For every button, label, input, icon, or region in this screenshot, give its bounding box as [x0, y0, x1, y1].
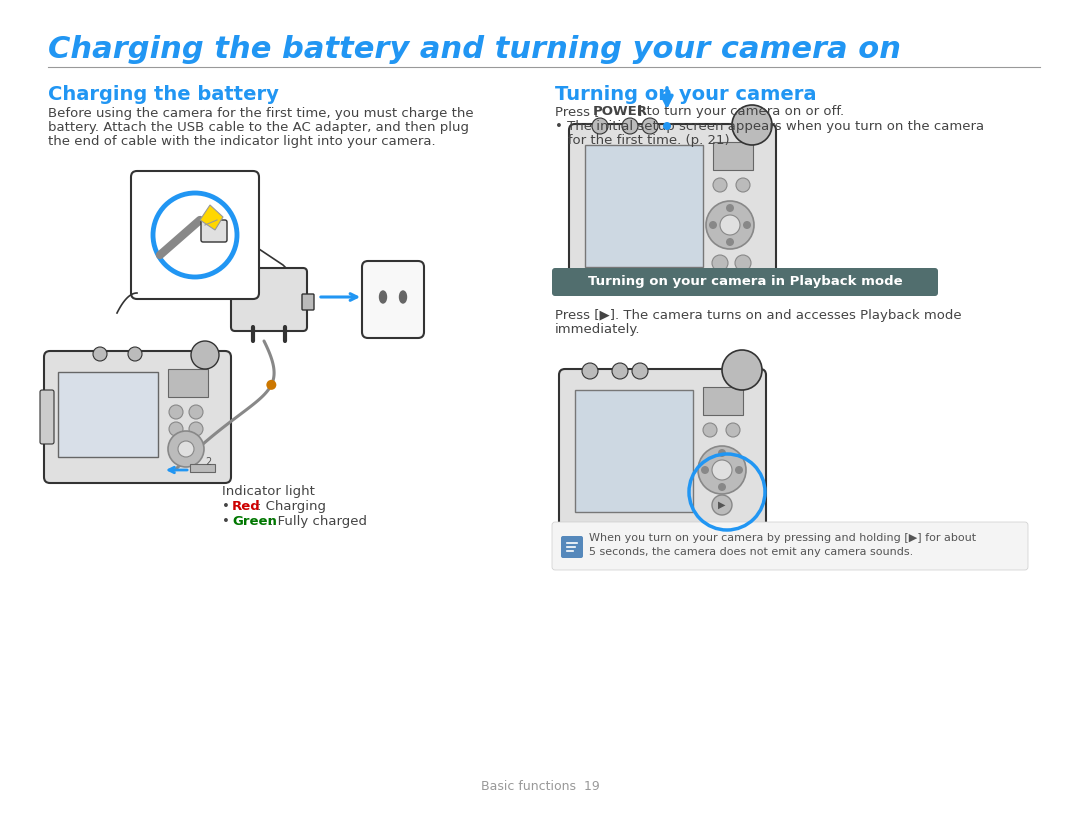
Text: Basic functions  19: Basic functions 19: [481, 781, 599, 794]
Text: When you turn on your camera by pressing and holding [▶] for about: When you turn on your camera by pressing…: [589, 533, 976, 543]
Circle shape: [718, 449, 726, 457]
Ellipse shape: [379, 291, 387, 303]
Circle shape: [735, 255, 751, 271]
Circle shape: [718, 483, 726, 491]
Circle shape: [267, 380, 276, 390]
Polygon shape: [200, 205, 222, 230]
Circle shape: [129, 347, 141, 361]
Text: POWER: POWER: [593, 105, 648, 118]
Circle shape: [726, 204, 734, 212]
FancyBboxPatch shape: [302, 294, 314, 310]
Text: 5 seconds, the camera does not emit any camera sounds.: 5 seconds, the camera does not emit any …: [589, 547, 914, 557]
Circle shape: [713, 178, 727, 192]
Circle shape: [191, 341, 219, 369]
Bar: [190, 464, 215, 472]
FancyBboxPatch shape: [552, 522, 1028, 570]
Circle shape: [168, 422, 183, 436]
Ellipse shape: [400, 291, 406, 303]
Circle shape: [735, 466, 743, 474]
Circle shape: [706, 201, 754, 249]
Text: 2: 2: [205, 457, 211, 467]
Circle shape: [582, 363, 598, 379]
Bar: [168, 369, 208, 397]
FancyBboxPatch shape: [44, 351, 231, 483]
Text: •: •: [222, 500, 234, 513]
Circle shape: [735, 178, 750, 192]
Circle shape: [701, 466, 708, 474]
Circle shape: [698, 446, 746, 494]
FancyBboxPatch shape: [362, 261, 424, 338]
Text: ] to turn your camera on or off.: ] to turn your camera on or off.: [637, 105, 845, 118]
Text: Press [: Press [: [555, 105, 599, 118]
Text: Turning on your camera in Playback mode: Turning on your camera in Playback mode: [588, 275, 902, 289]
Circle shape: [726, 423, 740, 437]
Text: ▶: ▶: [718, 500, 726, 510]
FancyBboxPatch shape: [40, 390, 54, 444]
FancyBboxPatch shape: [231, 268, 307, 331]
FancyBboxPatch shape: [201, 220, 227, 242]
Text: Green: Green: [232, 515, 276, 528]
Circle shape: [189, 405, 203, 419]
Text: Turning on your camera: Turning on your camera: [555, 85, 816, 104]
Bar: [585, 145, 703, 267]
FancyBboxPatch shape: [569, 124, 777, 291]
Bar: [713, 142, 753, 170]
Circle shape: [712, 495, 732, 515]
Circle shape: [642, 118, 658, 134]
Circle shape: [720, 215, 740, 235]
Text: Red: Red: [232, 500, 260, 513]
FancyBboxPatch shape: [559, 369, 766, 536]
Text: • The initial setup screen appears when you turn on the camera: • The initial setup screen appears when …: [555, 120, 984, 133]
Circle shape: [612, 363, 627, 379]
Circle shape: [703, 423, 717, 437]
Circle shape: [632, 363, 648, 379]
Text: Charging the battery: Charging the battery: [48, 85, 279, 104]
Circle shape: [723, 350, 762, 390]
Bar: [58, 372, 158, 457]
Circle shape: [732, 105, 772, 145]
Circle shape: [712, 460, 732, 480]
Text: : Fully charged: : Fully charged: [269, 515, 367, 528]
Text: : Charging: : Charging: [257, 500, 326, 513]
Circle shape: [168, 405, 183, 419]
Circle shape: [93, 347, 107, 361]
Text: Indicator light: Indicator light: [222, 485, 315, 498]
Text: battery. Attach the USB cable to the AC adapter, and then plug: battery. Attach the USB cable to the AC …: [48, 121, 469, 134]
Text: immediately.: immediately.: [555, 323, 640, 336]
Circle shape: [708, 221, 717, 229]
Circle shape: [622, 118, 638, 134]
FancyBboxPatch shape: [561, 536, 583, 558]
Text: Charging the battery and turning your camera on: Charging the battery and turning your ca…: [48, 35, 901, 64]
Bar: [575, 390, 693, 512]
Circle shape: [726, 238, 734, 246]
Circle shape: [189, 422, 203, 436]
Circle shape: [592, 118, 608, 134]
Circle shape: [663, 122, 671, 130]
Text: for the first time. (p. 21): for the first time. (p. 21): [555, 134, 730, 147]
Text: Before using the camera for the first time, you must charge the: Before using the camera for the first ti…: [48, 107, 474, 120]
Bar: [703, 387, 743, 415]
Circle shape: [712, 255, 728, 271]
Text: the end of cable with the indicator light into your camera.: the end of cable with the indicator ligh…: [48, 135, 435, 148]
Text: Press [▶]. The camera turns on and accesses Playback mode: Press [▶]. The camera turns on and acces…: [555, 309, 961, 322]
Circle shape: [743, 221, 751, 229]
FancyBboxPatch shape: [552, 268, 939, 296]
FancyBboxPatch shape: [131, 171, 259, 299]
Circle shape: [168, 431, 204, 467]
Circle shape: [178, 441, 194, 457]
Text: •: •: [222, 515, 234, 528]
